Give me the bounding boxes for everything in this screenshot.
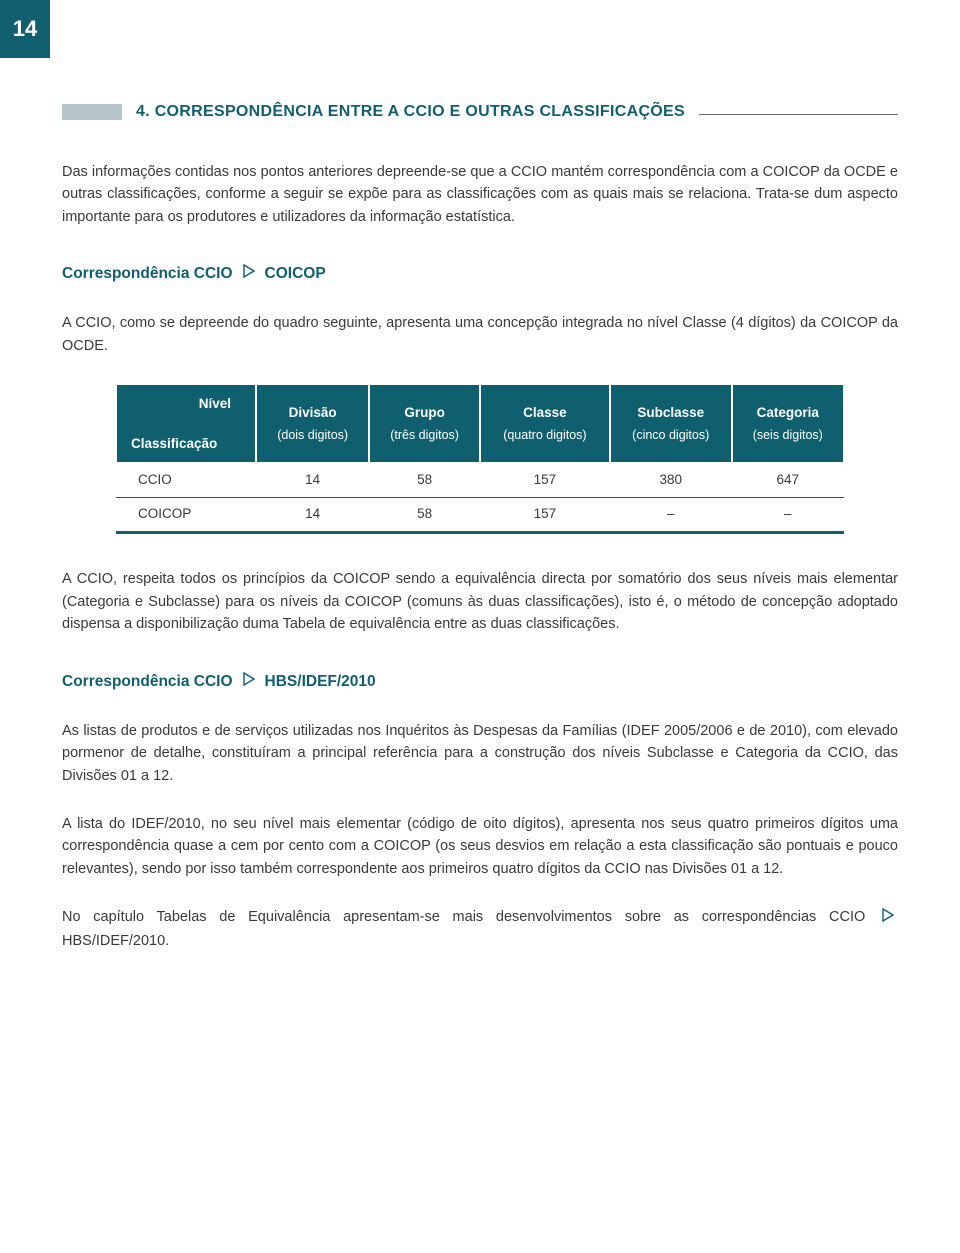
section-title: 4. CORRESPONDÊNCIA ENTRE A CCIO E OUTRAS…	[136, 100, 685, 125]
section-title-rule	[699, 114, 898, 115]
subheading-coicop: Correspondência CCIO COICOP	[62, 262, 898, 286]
cell: 14	[256, 498, 369, 533]
classification-table: Nível Classificação Divisão (dois digitos…	[115, 383, 845, 534]
sub1-paragraph: A CCIO, como se depreende do quadro segu…	[62, 312, 898, 357]
cell: 157	[480, 463, 610, 497]
sub2-paragraph-2: A lista do IDEF/2010, no seu nível mais …	[62, 813, 898, 880]
col-title: Classe	[523, 405, 567, 420]
col-sub: (três digitos)	[376, 426, 473, 445]
col-title: Divisão	[289, 405, 337, 420]
subheading-suffix: HBS/IDEF/2010	[265, 670, 376, 694]
cell: 380	[610, 463, 732, 497]
triangle-right-icon	[243, 262, 255, 286]
table-col-0: Divisão (dois digitos)	[256, 384, 369, 463]
cell: 157	[480, 498, 610, 533]
col-sub: (quatro digitos)	[487, 426, 603, 445]
subheading-prefix: Correspondência CCIO	[62, 262, 233, 286]
subheading-hbs: Correspondência CCIO HBS/IDEF/2010	[62, 670, 898, 694]
table-col-2: Classe (quatro digitos)	[480, 384, 610, 463]
col-title: Subclasse	[637, 405, 704, 420]
row-label: CCIO	[116, 463, 256, 497]
table-row: COICOP 14 58 157 – –	[116, 498, 844, 533]
table-header-left: Nível Classificação	[116, 384, 256, 463]
cell: –	[732, 498, 844, 533]
cell: 647	[732, 463, 844, 497]
header-left-top: Nível	[131, 393, 249, 415]
cell: 14	[256, 463, 369, 497]
section-title-row: 4. CORRESPONDÊNCIA ENTRE A CCIO E OUTRAS…	[62, 100, 898, 125]
col-sub: (dois digitos)	[263, 426, 362, 445]
table-col-1: Grupo (três digitos)	[369, 384, 480, 463]
after-table-paragraph: A CCIO, respeita todos os princípios da …	[62, 568, 898, 635]
cell: 58	[369, 463, 480, 497]
row-label: COICOP	[116, 498, 256, 533]
subheading-prefix: Correspondência CCIO	[62, 670, 233, 694]
triangle-right-icon	[243, 670, 255, 694]
cell: 58	[369, 498, 480, 533]
para3-prefix: No capítulo Tabelas de Equivalência apre…	[62, 909, 865, 925]
para3-suffix: HBS/IDEF/2010.	[62, 933, 169, 949]
section-title-bar	[62, 104, 122, 120]
intro-paragraph: Das informações contidas nos pontos ante…	[62, 161, 898, 228]
page-content: 4. CORRESPONDÊNCIA ENTRE A CCIO E OUTRAS…	[0, 0, 960, 1008]
sub2-paragraph-1: As listas de produtos e de serviços util…	[62, 720, 898, 787]
col-sub: (cinco digitos)	[617, 426, 725, 445]
cell: –	[610, 498, 732, 533]
col-title: Categoria	[757, 405, 819, 420]
triangle-right-icon	[882, 907, 894, 929]
sub2-paragraph-3: No capítulo Tabelas de Equivalência apre…	[62, 906, 898, 952]
table-col-4: Categoria (seis digitos)	[732, 384, 844, 463]
table-col-3: Subclasse (cinco digitos)	[610, 384, 732, 463]
col-sub: (seis digitos)	[739, 426, 837, 445]
subheading-suffix: COICOP	[265, 262, 326, 286]
table-row: CCIO 14 58 157 380 647	[116, 463, 844, 497]
col-title: Grupo	[404, 405, 445, 420]
header-left-bottom: Classificação	[131, 433, 249, 455]
